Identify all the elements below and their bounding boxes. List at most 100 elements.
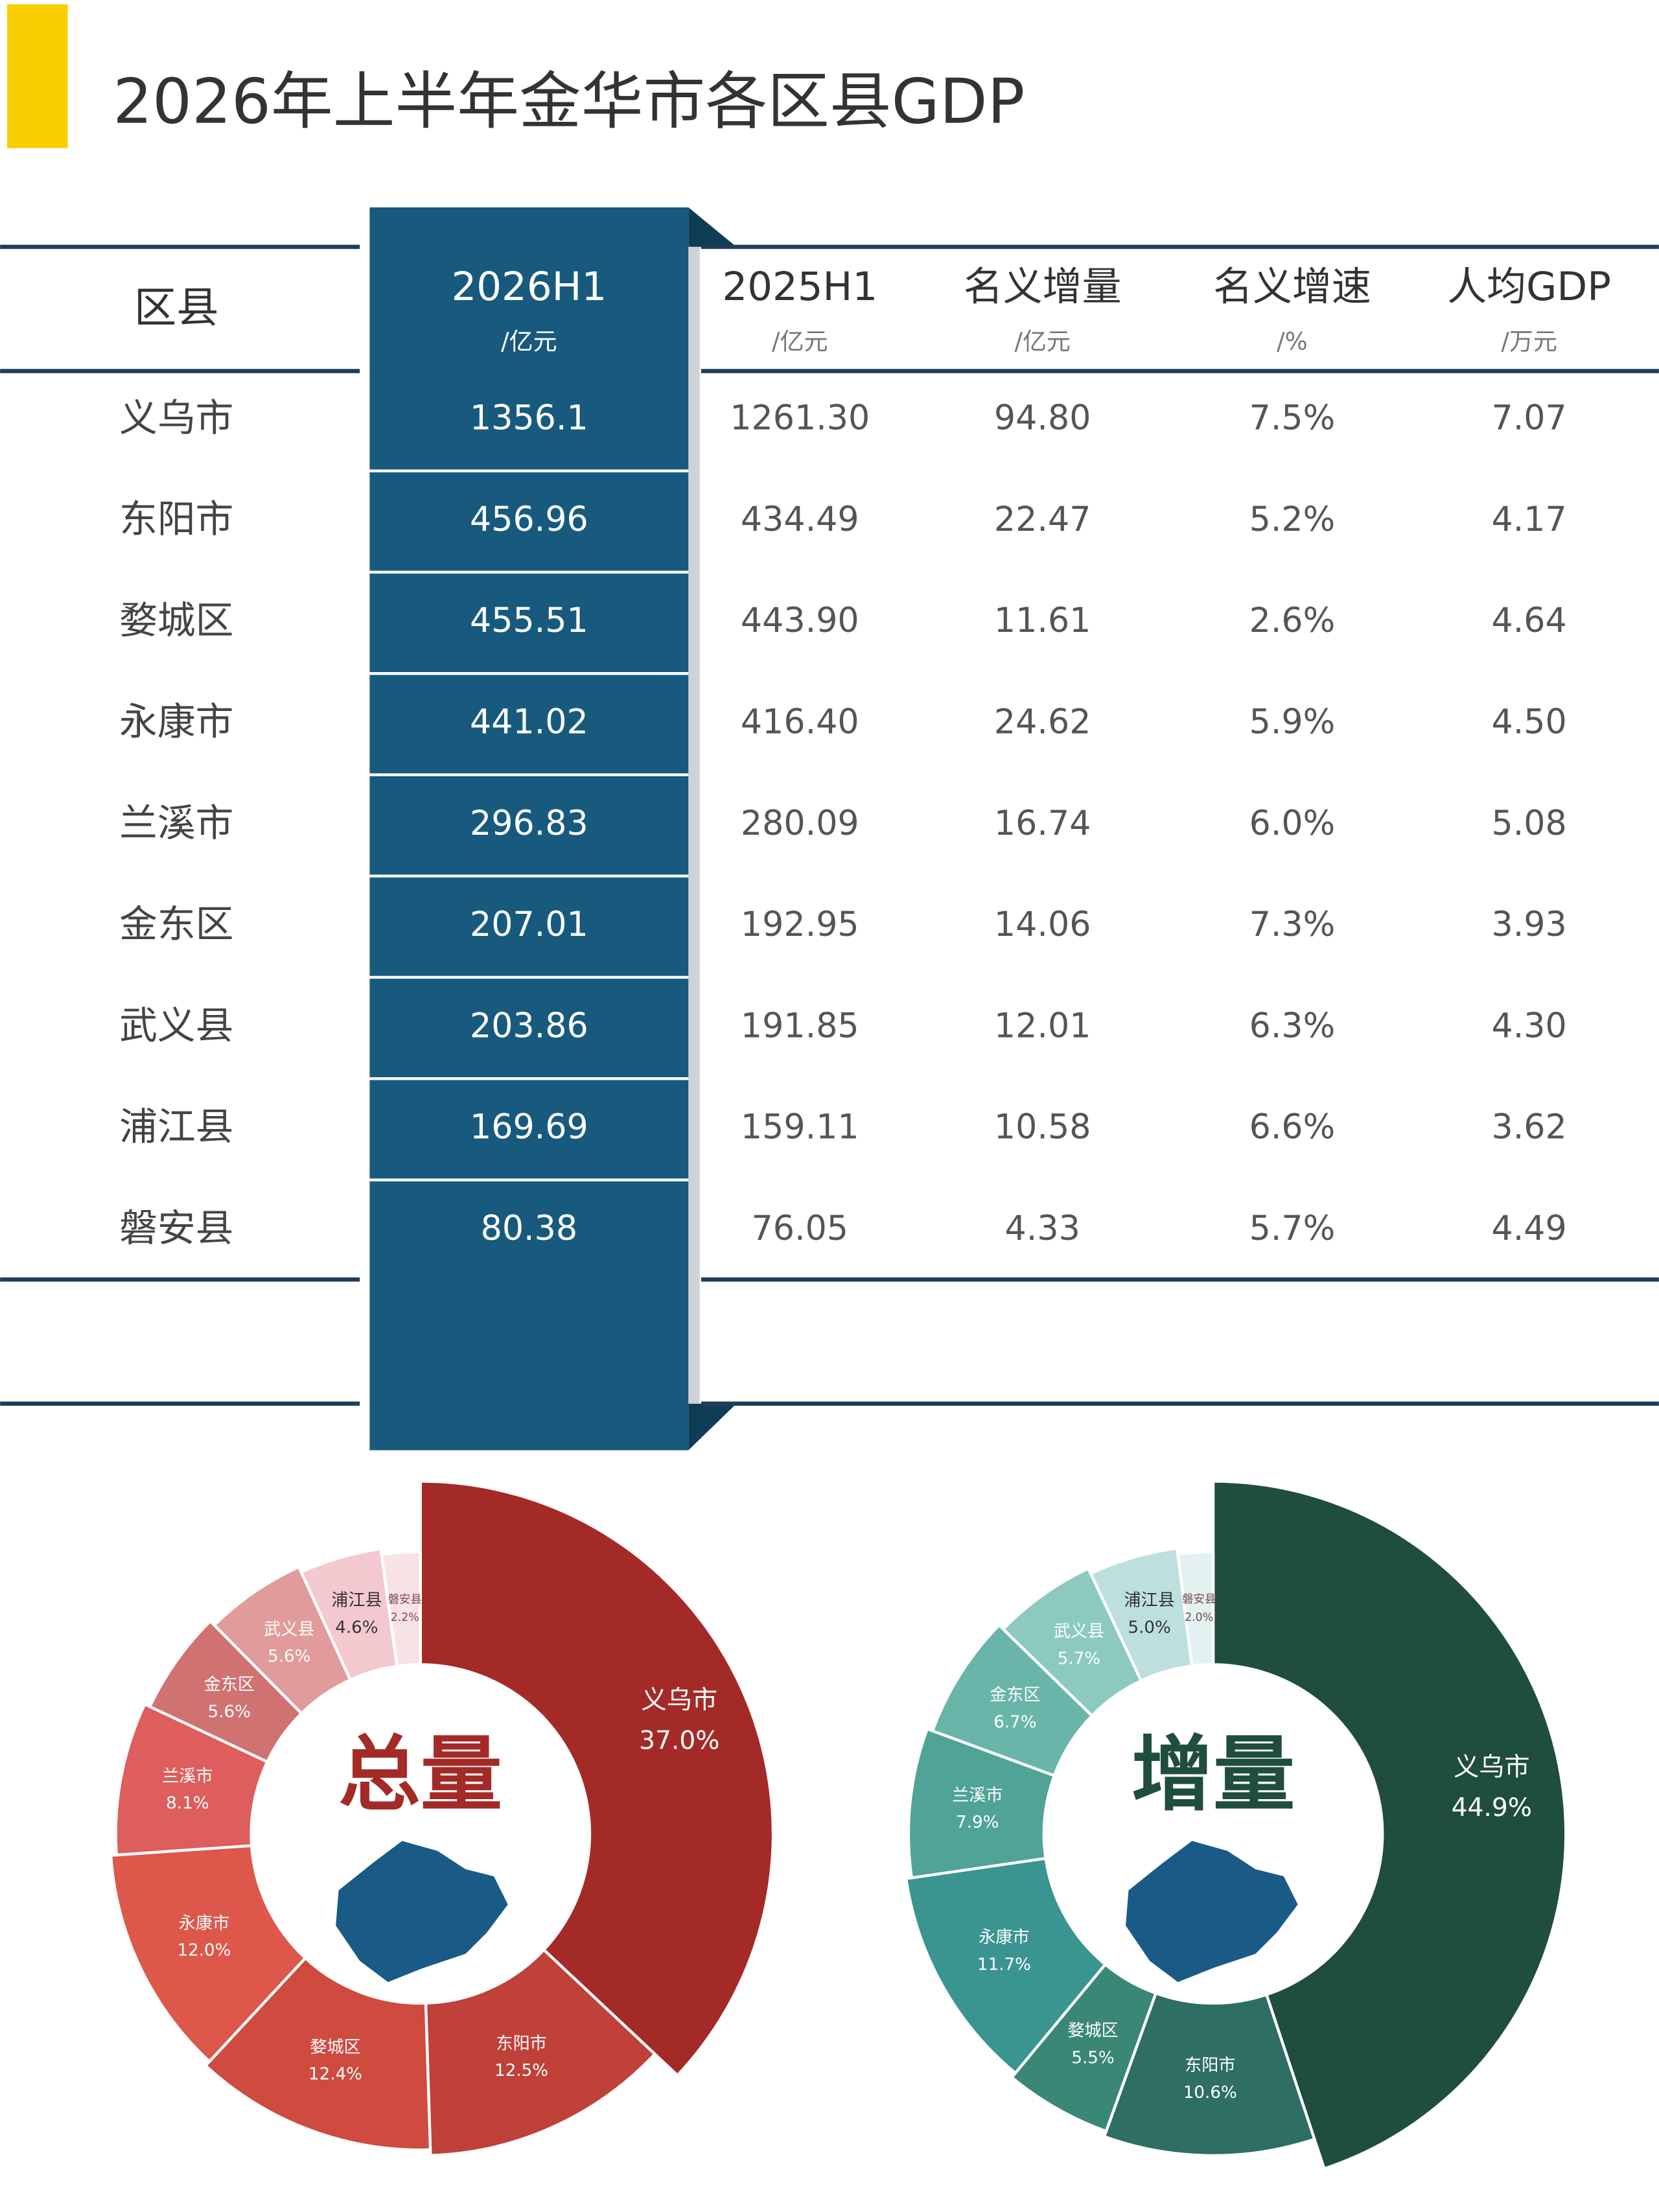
column-header: 区县	[134, 283, 219, 332]
table-cell: 6.3%	[1249, 1007, 1336, 1045]
slice-label: 义乌市	[642, 1686, 717, 1715]
table-cell: 441.02	[470, 703, 588, 741]
slice-value-label: 7.9%	[956, 1813, 999, 1832]
table-cell: 2.6%	[1249, 601, 1336, 640]
table-cell: 22.47	[994, 500, 1091, 539]
donut-center-title: 总量	[339, 1727, 502, 1822]
donut-slice	[1176, 1550, 1215, 1668]
column-header: 名义增量	[964, 264, 1122, 310]
table-cell: 1356.1	[470, 399, 588, 438]
table-cell: 169.69	[470, 1108, 588, 1147]
column-header: 名义增速	[1213, 264, 1371, 310]
table-cell: 80.38	[481, 1209, 578, 1248]
table-cell: 10.58	[994, 1108, 1091, 1147]
table-cell: 1261.30	[730, 399, 870, 438]
slice-value-label: 12.5%	[494, 2061, 548, 2080]
map-icon	[336, 1841, 1298, 1983]
donut-slice	[907, 1727, 1056, 1880]
highlight-column	[369, 207, 689, 1450]
page-title: 2026年上半年金华市各区县GDP	[113, 65, 1025, 138]
donut-slice	[904, 1856, 1108, 2075]
table-cell: 280.09	[741, 804, 859, 843]
row-label: 义乌市	[119, 395, 233, 440]
table-cell: 4.64	[1491, 601, 1566, 640]
slice-label: 婺城区	[310, 2038, 360, 2057]
table-cell: 192.95	[741, 905, 859, 944]
table-cell: 4.49	[1491, 1209, 1566, 1248]
donut-slice	[109, 1844, 308, 2064]
column-shadow	[688, 246, 700, 1404]
title-accent	[7, 4, 68, 148]
table-cell: 296.83	[470, 804, 588, 843]
row-label: 磐安县	[119, 1205, 233, 1250]
column-unit: /万元	[1501, 327, 1557, 355]
slice-label: 浦江县	[331, 1591, 382, 1611]
row-label: 婺城区	[119, 598, 233, 642]
slice-value-label: 44.9%	[1452, 1793, 1532, 1822]
column-fold	[688, 207, 737, 247]
slice-value-label: 37.0%	[639, 1727, 719, 1756]
slice-label: 永康市	[179, 1914, 229, 1933]
table-cell: 16.74	[994, 804, 1091, 843]
table-cell: 4.30	[1491, 1007, 1566, 1045]
column-header: 人均GDP	[1447, 264, 1611, 310]
table-cell: 4.17	[1491, 500, 1566, 539]
slice-label: 武义县	[1054, 1622, 1104, 1641]
donut-slice	[299, 1547, 399, 1682]
slice-label: 金东区	[204, 1675, 255, 1695]
slice-value-label: 5.5%	[1071, 2048, 1114, 2067]
table-cell: 3.62	[1491, 1108, 1566, 1147]
row-label: 东阳市	[119, 496, 233, 541]
column-unit: /亿元	[772, 327, 828, 355]
slice-value-label: 12.0%	[177, 1941, 231, 1961]
table-cell: 6.0%	[1249, 804, 1336, 843]
column-unit: /亿元	[1014, 327, 1070, 355]
table-cell: 443.90	[741, 601, 859, 640]
slice-value-label: 4.6%	[335, 1618, 378, 1637]
donut-slice	[212, 1565, 353, 1716]
row-label: 金东区	[119, 902, 233, 946]
map-shape	[336, 1841, 508, 1983]
table-cell: 203.86	[470, 1007, 588, 1045]
row-label: 永康市	[119, 699, 233, 744]
slice-label: 永康市	[979, 1928, 1029, 1948]
slice-label: 磐安县	[388, 1593, 422, 1606]
slice-label: 金东区	[990, 1686, 1040, 1705]
slice-label: 磐安县	[1182, 1593, 1216, 1606]
table-cell: 76.05	[752, 1209, 849, 1248]
donut-slice	[419, 1480, 775, 2078]
donut-chart: 义乌市 37.0% 东阳市 12.5% 婺城区 12.4% 永康市 12.0% 兰溪市 8.1% 金…	[109, 1480, 775, 2157]
table-cell: 24.62	[994, 703, 1091, 741]
table-cell: 191.85	[741, 1007, 859, 1045]
slice-label: 婺城区	[1067, 2021, 1118, 2040]
table-cell: 12.01	[994, 1007, 1091, 1045]
row-label: 武义县	[119, 1003, 233, 1047]
slice-label: 义乌市	[1454, 1752, 1529, 1782]
slice-value-label: 5.7%	[1058, 1649, 1100, 1668]
donut-slice	[424, 1948, 657, 2157]
column-header: 2026H1	[452, 264, 607, 310]
table-cell: 5.08	[1491, 804, 1566, 843]
table-cell: 7.5%	[1249, 399, 1336, 438]
slice-value-label: 5.0%	[1128, 1618, 1171, 1637]
table-cell: 416.40	[741, 703, 859, 741]
row-label: 浦江县	[119, 1104, 233, 1149]
table-cell: 94.80	[994, 399, 1091, 438]
slice-value-label: 11.7%	[977, 1955, 1031, 1974]
table-cell: 456.96	[470, 500, 588, 539]
slice-label: 东阳市	[1185, 2056, 1235, 2075]
table-cell: 3.93	[1491, 905, 1566, 944]
table	[369, 207, 737, 1450]
slice-label: 东阳市	[496, 2034, 546, 2053]
slice-value-label: 2.2%	[391, 1611, 419, 1624]
table-cell: 434.49	[741, 500, 859, 539]
column-unit: /%	[1277, 327, 1308, 355]
table-cell: 5.7%	[1249, 1209, 1336, 1248]
table-cell: 7.3%	[1249, 905, 1336, 944]
donut-slice	[1211, 1480, 1568, 2171]
column-header: 2025H1	[722, 264, 877, 310]
column-unit: /亿元	[501, 327, 557, 355]
slice-value-label: 5.6%	[268, 1647, 310, 1666]
slice-value-label: 10.6%	[1183, 2083, 1237, 2102]
